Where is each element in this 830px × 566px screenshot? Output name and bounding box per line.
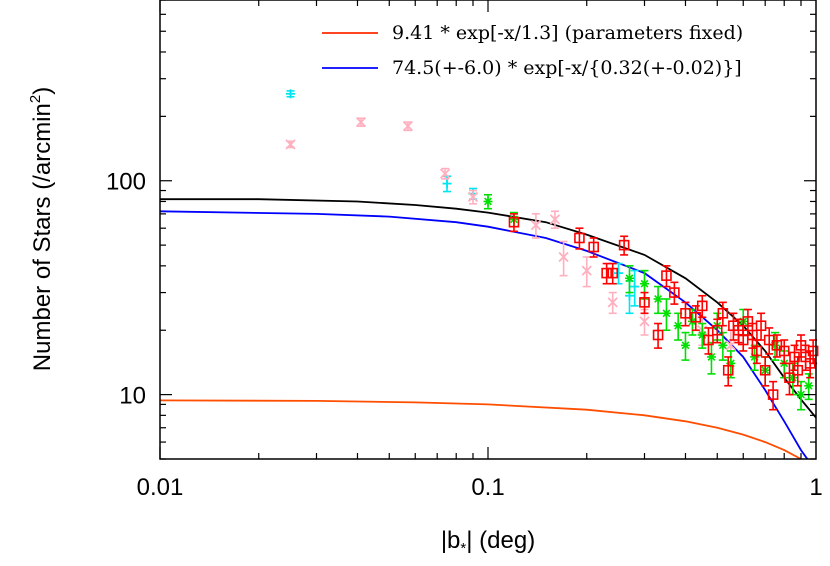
legend-label: 74.5(+-6.0) * exp[-x/{0.32(+-0.02)}]: [392, 57, 742, 79]
legend-label: 9.41 * exp[-x/1.3] (parameters fixed): [392, 22, 743, 44]
data-point: [467, 189, 479, 205]
data-point: [601, 262, 612, 285]
data-point: [558, 240, 569, 277]
data-point: [574, 227, 585, 250]
x-tick-label: 1: [809, 474, 822, 501]
data-point: [763, 327, 775, 355]
data-points: [285, 89, 819, 411]
data-point: [680, 301, 691, 327]
data-point: [718, 331, 728, 361]
data-point: [750, 344, 760, 372]
data-point: [751, 339, 763, 365]
fit-curve: [160, 399, 802, 459]
data-point: [355, 116, 367, 128]
fit-curve: [160, 198, 816, 419]
x-tick-label: 0.01: [137, 474, 184, 501]
data-point: [624, 265, 634, 294]
y-axis-title: Number of Stars (/arcmin2): [27, 87, 56, 371]
data-point: [759, 356, 771, 387]
x-tick-label: 0.1: [471, 474, 504, 501]
x-axis-title: |b*| (deg): [441, 527, 535, 557]
data-point: [483, 193, 493, 210]
data-point: [696, 294, 708, 319]
data-point: [652, 322, 664, 349]
data-point: [755, 312, 767, 341]
data-point: [508, 213, 520, 233]
y-tick-label: 100: [106, 169, 146, 196]
data-point: [680, 331, 690, 361]
data-point: [439, 167, 451, 180]
data-point: [653, 285, 663, 315]
data-point: [630, 269, 640, 307]
data-point: [639, 291, 650, 315]
data-point: [784, 362, 795, 396]
data-point: [697, 322, 707, 349]
data-point: [807, 339, 819, 365]
data-point: [530, 213, 542, 239]
data-point: [703, 327, 714, 355]
data-point: [722, 356, 734, 387]
data-point: [442, 175, 452, 193]
data-point: [767, 380, 779, 411]
y-tick-label: 10: [119, 383, 146, 410]
data-point: [581, 256, 592, 288]
data-point: [711, 318, 723, 344]
data-point: [771, 334, 783, 358]
data-point: [661, 265, 672, 288]
axis-ticks: 0.01 0.1 1 10 100: [106, 0, 823, 501]
data-point: [618, 235, 630, 256]
data-point: [402, 121, 414, 132]
data-point: [588, 237, 599, 258]
data-point: [717, 301, 729, 327]
data-point: [549, 210, 561, 229]
data-point: [286, 89, 296, 99]
data-point: [661, 298, 671, 332]
data-point: [669, 281, 680, 305]
data-point: [607, 262, 619, 285]
data-point: [747, 322, 758, 349]
data-point: [285, 139, 296, 150]
legend: 9.41 * exp[-x/1.3] (parameters fixed) 74.…: [322, 22, 743, 79]
data-point: [607, 291, 618, 315]
data-point: [737, 329, 749, 352]
data-point: [614, 262, 624, 285]
